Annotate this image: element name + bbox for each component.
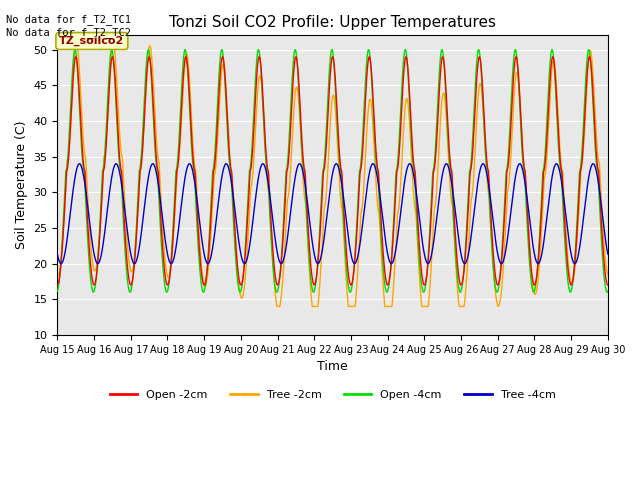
Y-axis label: Soil Temperature (C): Soil Temperature (C) <box>15 121 28 250</box>
Legend: Open -2cm, Tree -2cm, Open -4cm, Tree -4cm: Open -2cm, Tree -2cm, Open -4cm, Tree -4… <box>105 385 560 404</box>
Text: No data for f_T2_TC1
No data for f_T2_TC2: No data for f_T2_TC1 No data for f_T2_TC… <box>6 14 131 38</box>
X-axis label: Time: Time <box>317 360 348 373</box>
Title: Tonzi Soil CO2 Profile: Upper Temperatures: Tonzi Soil CO2 Profile: Upper Temperatur… <box>169 15 496 30</box>
Text: TZ_soilco2: TZ_soilco2 <box>60 36 125 46</box>
